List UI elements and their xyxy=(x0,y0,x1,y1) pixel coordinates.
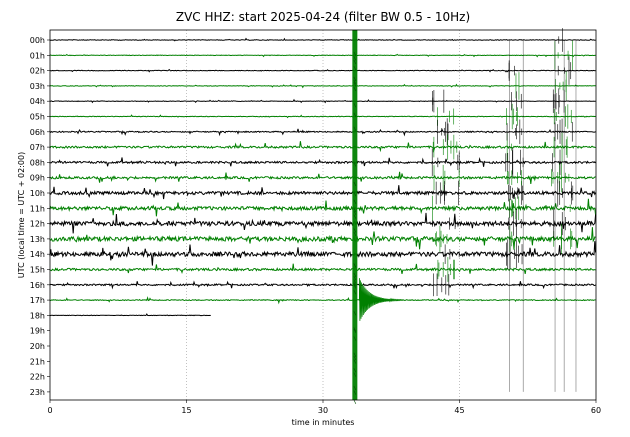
y-tick-label-23h: 23h xyxy=(30,388,45,397)
earthquake-detail xyxy=(353,210,357,215)
seismic-trace-00h xyxy=(49,37,596,42)
earthquake-detail xyxy=(353,327,357,332)
y-tick-label-01h: 01h xyxy=(30,51,45,60)
x-tick-label: 45 xyxy=(454,406,464,415)
seismic-trace-04h xyxy=(49,98,596,104)
earthquake-detail xyxy=(353,51,357,57)
earthquake-detail xyxy=(353,214,357,219)
x-tick-label: 30 xyxy=(318,406,328,415)
y-tick-label-07h: 07h xyxy=(30,143,45,152)
seismic-trace-14h xyxy=(49,241,597,266)
seismic-trace-17h xyxy=(49,296,596,305)
earthquake-detail xyxy=(353,199,357,204)
chart-title: ZVC HHZ: start 2025-04-24 (filter BW 0.5… xyxy=(176,10,470,24)
trace-layer xyxy=(49,37,597,317)
earthquake-detail xyxy=(353,79,357,85)
y-tick-label-16h: 16h xyxy=(30,281,45,290)
earthquake-detail xyxy=(353,372,357,377)
seismic-trace-12h xyxy=(49,212,597,234)
x-tick-label: 60 xyxy=(591,406,601,415)
seismic-trace-02h xyxy=(49,68,596,73)
x-axis-ticks: 0 15 30 45 60 xyxy=(47,400,601,415)
earthquake-detail xyxy=(353,275,357,281)
earthquake-detail xyxy=(353,282,357,287)
earthquake-detail xyxy=(353,112,357,117)
earthquake-detail xyxy=(353,66,357,71)
y-tick-label-14h: 14h xyxy=(30,250,45,259)
x-tick-label: 0 xyxy=(47,406,52,415)
y-tick-label-06h: 06h xyxy=(30,128,45,137)
earthquake-detail xyxy=(353,368,357,373)
y-tick-label-10h: 10h xyxy=(30,189,45,198)
seismic-trace-05h xyxy=(49,114,596,119)
seismic-trace-01h xyxy=(49,53,596,58)
earthquake-detail xyxy=(353,103,357,108)
earthquake-detail xyxy=(353,59,357,65)
x-axis-label: time in minutes xyxy=(292,418,355,427)
y-tick-label-20h: 20h xyxy=(30,342,45,351)
y-tick-label-19h: 19h xyxy=(30,327,45,336)
seismic-trace-03h xyxy=(49,83,596,89)
earthquake-detail xyxy=(353,359,357,364)
y-tick-label-17h: 17h xyxy=(30,296,45,305)
y-tick-label-11h: 11h xyxy=(30,204,45,213)
earthquake-detail xyxy=(353,385,357,391)
y-tick-label-02h: 02h xyxy=(30,67,45,76)
seismic-trace-15h xyxy=(49,263,596,275)
x-tick-label: 15 xyxy=(181,406,191,415)
y-tick-label-15h: 15h xyxy=(30,266,45,275)
event-layer xyxy=(352,28,577,404)
seismic-trace-11h xyxy=(49,198,597,217)
earthquake-detail xyxy=(353,228,357,233)
y-tick-label-05h: 05h xyxy=(30,113,45,122)
earthquake-detail xyxy=(353,272,357,278)
y-tick-label-09h: 09h xyxy=(30,174,45,183)
y-tick-label-22h: 22h xyxy=(30,373,45,382)
y-tick-label-08h: 08h xyxy=(30,158,45,167)
seismic-trace-06h xyxy=(49,128,596,137)
earthquake-detail xyxy=(353,399,357,404)
y-tick-label-12h: 12h xyxy=(30,220,45,229)
earthquake-coda xyxy=(359,278,404,321)
earthquake-detail xyxy=(353,311,357,316)
earthquake-detail xyxy=(353,207,357,213)
earthquake-detail xyxy=(353,76,357,82)
earthquake-detail xyxy=(353,336,357,341)
earthquake-detail xyxy=(353,355,357,361)
earthquake-detail xyxy=(353,126,357,131)
y-tick-label-04h: 04h xyxy=(30,97,45,106)
y-tick-label-00h: 00h xyxy=(30,36,45,45)
earthquake-detail xyxy=(353,290,357,295)
y-tick-label-03h: 03h xyxy=(30,82,45,91)
seismic-trace-08h xyxy=(49,157,597,167)
earthquake-detail xyxy=(353,390,357,395)
seismic-trace-09h xyxy=(49,171,596,184)
y-axis-ticks: 00h 01h 02h 03h 04h 05h 06h 07h 08h 09h 10h 11h 12h 1… xyxy=(30,36,50,397)
earthquake-detail xyxy=(353,56,357,61)
earthquake-detail xyxy=(353,191,357,197)
earthquake-detail xyxy=(353,181,357,187)
earthquake-detail xyxy=(353,82,357,87)
earthquake-detail xyxy=(353,284,357,289)
seismic-trace-10h xyxy=(49,185,597,200)
y-tick-label-21h: 21h xyxy=(30,357,45,366)
earthquake-main-band xyxy=(352,30,358,400)
earthquake-detail xyxy=(353,279,357,284)
earthquake-detail xyxy=(353,86,357,92)
seismic-trace-13h xyxy=(49,227,596,250)
seismic-trace-18h xyxy=(49,313,211,317)
earthquake-detail xyxy=(353,162,357,167)
earthquake-detail xyxy=(353,328,357,334)
seismic-trace-16h xyxy=(49,280,596,290)
y-tick-label-13h: 13h xyxy=(30,235,45,244)
earthquake-detail xyxy=(353,263,357,268)
y-tick-label-18h: 18h xyxy=(30,311,45,320)
earthquake-detail xyxy=(353,231,357,237)
earthquake-detail xyxy=(353,352,357,357)
seismic-trace-07h xyxy=(49,141,596,153)
y-axis-label: UTC (local time = UTC + 02:00) xyxy=(17,152,26,278)
